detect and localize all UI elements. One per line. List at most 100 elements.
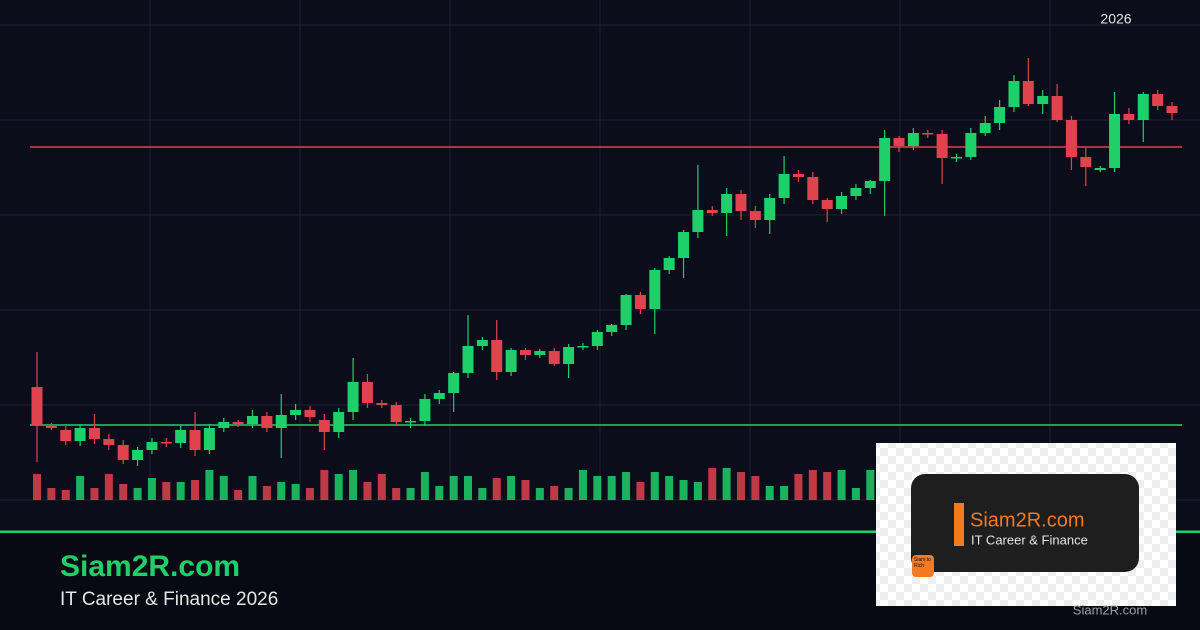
candle-body (907, 133, 919, 146)
volume-bar (535, 488, 544, 500)
candle-body (31, 387, 43, 425)
candle-body (519, 350, 531, 355)
volume-bar (765, 486, 774, 500)
candle-body (1152, 94, 1164, 106)
candle-body (836, 196, 848, 209)
volume-bar (305, 488, 314, 500)
volume-bar (133, 488, 142, 500)
logo-accent (954, 503, 964, 546)
candle-body (117, 445, 129, 460)
volume-bar (334, 474, 343, 500)
candle-body (577, 346, 589, 348)
volume-bar (90, 488, 99, 500)
candle-body (491, 340, 503, 372)
candle-body (218, 422, 230, 428)
candle-body (232, 422, 244, 424)
volume-bar (76, 476, 85, 500)
candle-body (333, 412, 345, 432)
volume-bar (104, 474, 113, 500)
candle-body (879, 138, 891, 181)
candle-body (405, 421, 417, 423)
candle-body (721, 194, 733, 213)
volume-bar (147, 478, 156, 500)
candle-body (60, 430, 72, 441)
candle-body (1109, 114, 1121, 168)
candle-body (1008, 81, 1020, 107)
candle-body (146, 442, 158, 450)
volume-bar (866, 470, 875, 500)
candle-body (620, 295, 632, 325)
volume-bar (578, 470, 587, 500)
icon-text-box: Siam to Rich (914, 557, 931, 569)
volume-bar (564, 488, 573, 500)
volume-bar (693, 482, 702, 500)
volume-bar (363, 482, 372, 500)
volume-bar (736, 472, 745, 500)
candle-body (505, 350, 517, 372)
logo-subtitle: IT Career & Finance (971, 532, 1088, 547)
candle-body (950, 157, 962, 159)
candle-body (261, 416, 273, 428)
volume-bar (119, 484, 128, 500)
candle-body (347, 382, 359, 412)
volume-bar (478, 488, 487, 500)
volume-bar (550, 486, 559, 500)
candle-body (476, 340, 488, 346)
volume-bar (650, 472, 659, 500)
candle-body (247, 416, 259, 424)
candle-body (290, 410, 302, 415)
watermark: Siam2R.com (1073, 602, 1147, 617)
tagline: IT Career & Finance 2026 (60, 589, 278, 610)
candle-body (160, 442, 172, 444)
volume-bar (33, 474, 41, 500)
candle-body (864, 181, 876, 188)
candle-body (749, 211, 761, 220)
candle-body (735, 194, 747, 211)
volume-bar (219, 476, 228, 500)
candle-body (45, 426, 57, 428)
candle-body (74, 428, 86, 441)
site-name: Siam2R.com (60, 550, 240, 583)
candle-body (634, 295, 646, 309)
volume-bar (349, 470, 358, 500)
candle-body (1065, 120, 1077, 157)
candle-body (433, 393, 445, 399)
volume-bar (679, 480, 688, 500)
candle-body (1137, 94, 1149, 120)
volume-bar (449, 476, 458, 500)
volume-bar (291, 484, 300, 500)
volume-bar (708, 468, 717, 500)
candle-body (979, 123, 991, 133)
volume-bar (392, 488, 401, 500)
candle-body (821, 200, 833, 209)
volume-bar (851, 488, 860, 500)
candle-body (448, 373, 460, 393)
candle-body (376, 403, 388, 405)
candle-body (534, 351, 546, 355)
candle-body (1051, 96, 1063, 120)
volume-bar (636, 482, 645, 500)
logo-icon (912, 555, 934, 577)
volume-bar (665, 476, 674, 500)
volume-bar (492, 478, 501, 500)
candle-body (390, 405, 402, 422)
candle-body (203, 428, 215, 450)
volume-bar (607, 476, 616, 500)
candle-body (103, 439, 115, 445)
candle-body (1022, 81, 1034, 104)
volume-bar (262, 486, 271, 500)
candle-body (132, 450, 144, 460)
volume-bar (248, 476, 257, 500)
candle-body (462, 346, 474, 373)
volume-bar (507, 476, 516, 500)
candle-body (692, 210, 704, 232)
candle-body (1037, 96, 1049, 104)
candle-body (88, 428, 100, 439)
candle-body (778, 174, 790, 198)
candle-body (678, 232, 690, 258)
candle-body (706, 210, 718, 213)
volume-bar (794, 474, 803, 500)
candle-body (764, 198, 776, 220)
